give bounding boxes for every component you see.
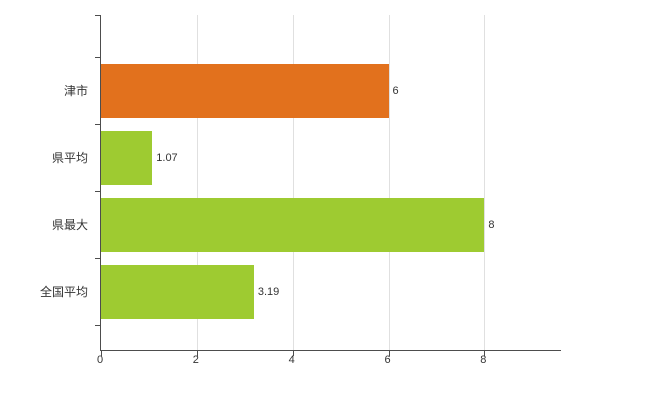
bar-value-label: 3.19 xyxy=(257,285,280,298)
bar-value-label: 1.07 xyxy=(156,151,178,164)
y-tick-mark xyxy=(95,191,101,192)
x-tick-mark xyxy=(196,350,198,356)
category-label: 津市 xyxy=(63,84,88,98)
plot-area: 6 1.07 8 3.19 xyxy=(95,15,561,356)
x-tick-label: 0 xyxy=(96,354,104,366)
x-tick-mark xyxy=(101,350,102,356)
bar-value-label: 8 xyxy=(488,218,495,231)
x-tick-mark xyxy=(292,350,294,356)
y-tick-mark xyxy=(95,15,101,16)
bar-row: 1.07 xyxy=(101,124,561,191)
x-tick-label: 8 xyxy=(480,354,487,366)
y-tick-mark xyxy=(95,124,101,125)
bar-2 xyxy=(101,130,153,185)
category-label: 県最大 xyxy=(51,218,88,232)
y-tick-mark xyxy=(95,57,101,58)
gridline xyxy=(484,15,486,350)
bar-value-label: 6 xyxy=(392,84,399,97)
category-label: 県平均 xyxy=(51,151,88,165)
category-label: 全国平均 xyxy=(39,285,88,299)
x-tick-label: 2 xyxy=(192,354,199,366)
x-tick-label: 4 xyxy=(288,354,295,366)
bar-3 xyxy=(101,197,485,252)
x-axis-labels: 0 2 4 6 8 xyxy=(96,354,560,370)
gridline xyxy=(196,15,198,350)
gridline xyxy=(388,15,390,350)
x-tick-label: 6 xyxy=(384,354,391,366)
bar-row: 6 xyxy=(101,57,561,124)
y-tick-mark xyxy=(95,258,101,259)
y-tick-mark xyxy=(95,325,101,326)
bar-row: 3.19 xyxy=(101,258,561,325)
gridline xyxy=(292,15,294,350)
bars-container: 6 1.07 8 3.19 xyxy=(101,15,561,350)
bar-4 xyxy=(101,264,254,319)
bar-1 xyxy=(101,63,389,118)
x-tick-mark xyxy=(484,350,486,356)
bar-row: 8 xyxy=(101,191,561,258)
x-tick-mark xyxy=(388,350,390,356)
y-axis-labels: 津市県平均県最大全国平均 xyxy=(0,15,94,350)
